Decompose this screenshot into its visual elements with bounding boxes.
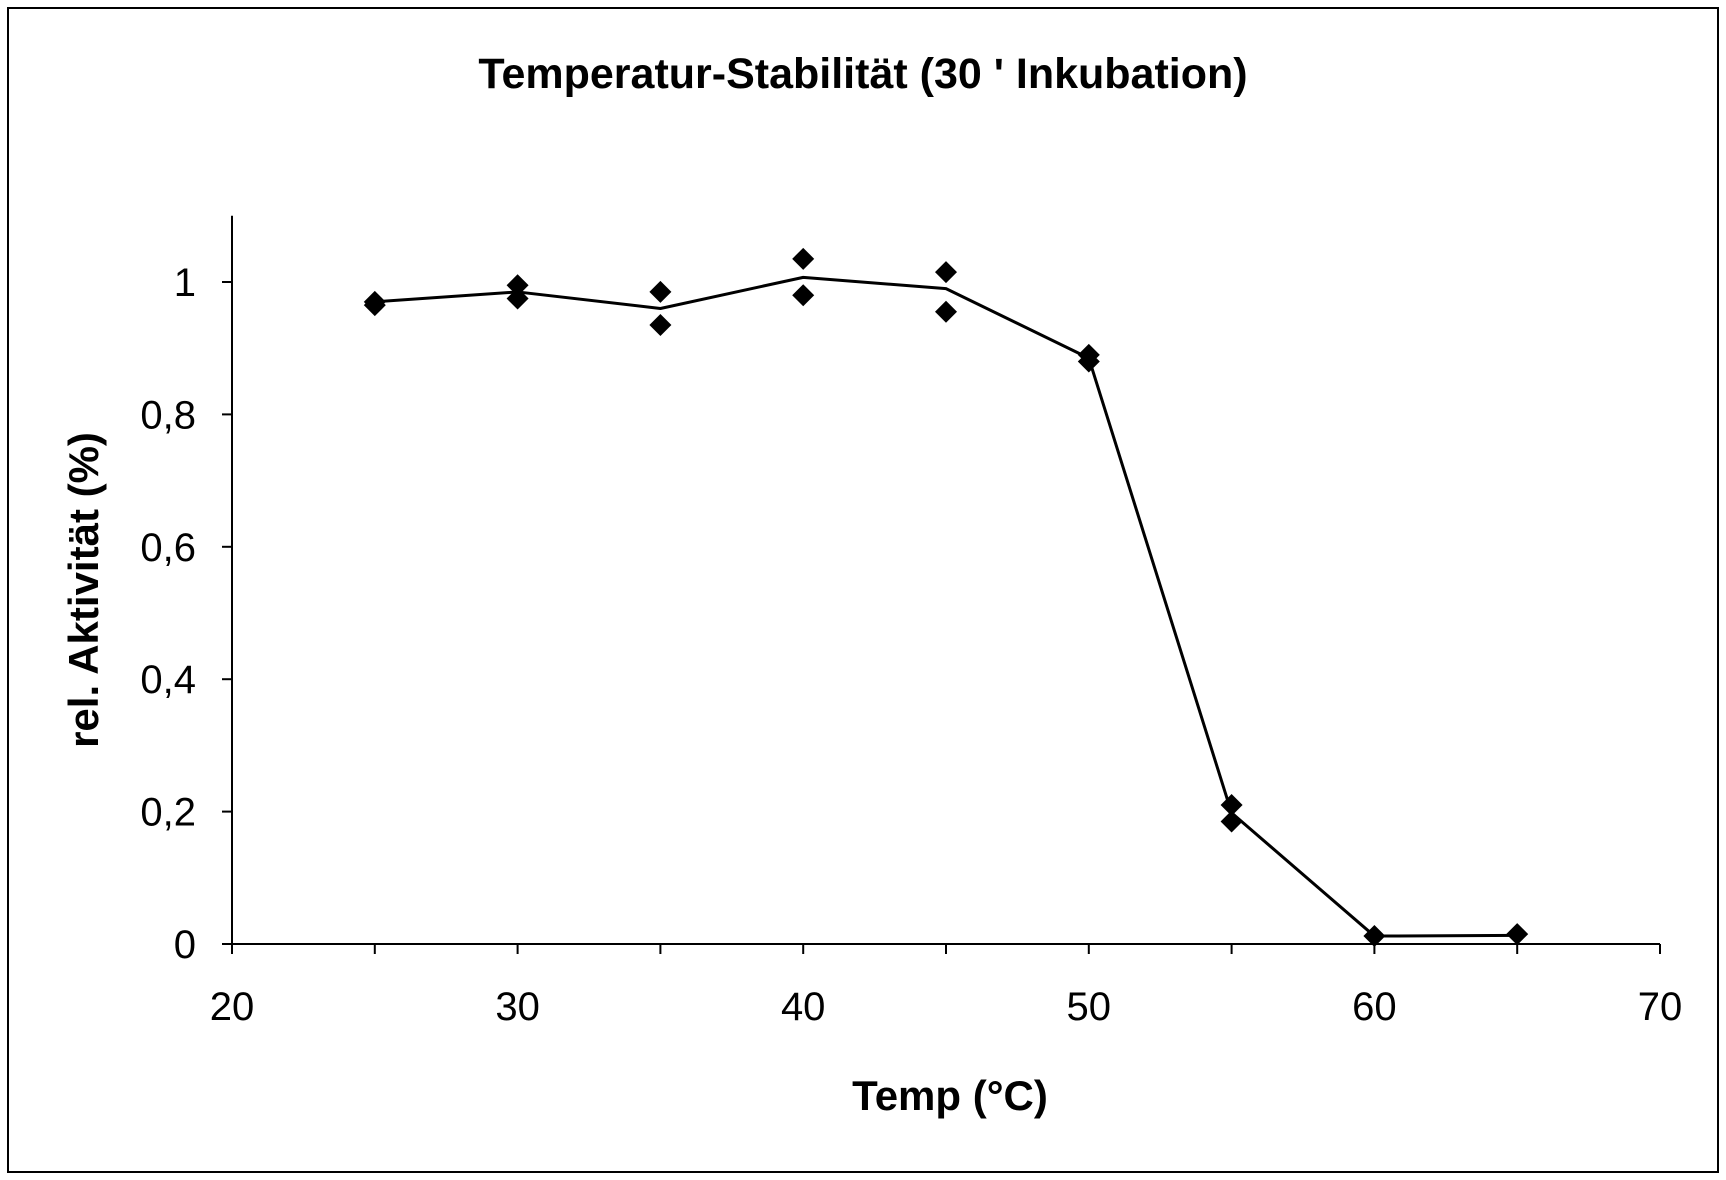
data-point-diamond xyxy=(1077,350,1100,373)
data-point-diamond xyxy=(935,300,957,323)
data-point-diamond xyxy=(1363,925,1386,948)
x-tick-label: 50 xyxy=(1067,985,1112,1029)
data-point-diamond xyxy=(935,261,957,284)
data-point-diamond xyxy=(792,247,815,270)
y-tick-label: 0 xyxy=(174,923,196,967)
scatter-series xyxy=(363,247,1529,948)
y-tick-label: 1 xyxy=(174,261,196,305)
y-tick-label: 0,8 xyxy=(140,393,196,437)
data-point-diamond xyxy=(649,314,672,337)
chart-title: Temperatur-Stabilität (30 ' Inkubation) xyxy=(478,50,1247,98)
x-axis-ticks: 20 30 40 50 60 70 xyxy=(210,944,1683,1029)
x-tick-label: 30 xyxy=(495,985,540,1029)
line-series xyxy=(374,275,1518,938)
y-tick-label: 0,4 xyxy=(140,658,196,702)
y-tick-label: 0,6 xyxy=(140,526,196,570)
data-point-diamond xyxy=(1506,923,1529,946)
x-axis-label: Temp (°C) xyxy=(852,1072,1048,1119)
mean-line xyxy=(374,275,1518,938)
y-tick-label: 0,2 xyxy=(140,791,196,835)
data-point-diamond xyxy=(1220,810,1243,833)
x-tick-label: 40 xyxy=(781,985,826,1029)
data-point-diamond xyxy=(649,280,672,303)
x-tick-label: 60 xyxy=(1352,985,1397,1029)
data-point-diamond xyxy=(1220,793,1243,816)
data-point-diamond xyxy=(363,294,386,317)
data-point-diamond xyxy=(506,287,529,310)
data-point-diamond xyxy=(506,274,529,297)
y-axis-ticks: 0 0,2 0,4 0,6 0,8 1 xyxy=(140,261,232,967)
chart-border xyxy=(7,7,1719,1173)
x-tick-label: 70 xyxy=(1638,985,1683,1029)
y-axis-label: rel. Aktivität (%) xyxy=(60,432,107,748)
x-tick-label: 20 xyxy=(210,985,255,1029)
data-point-diamond xyxy=(792,284,815,307)
